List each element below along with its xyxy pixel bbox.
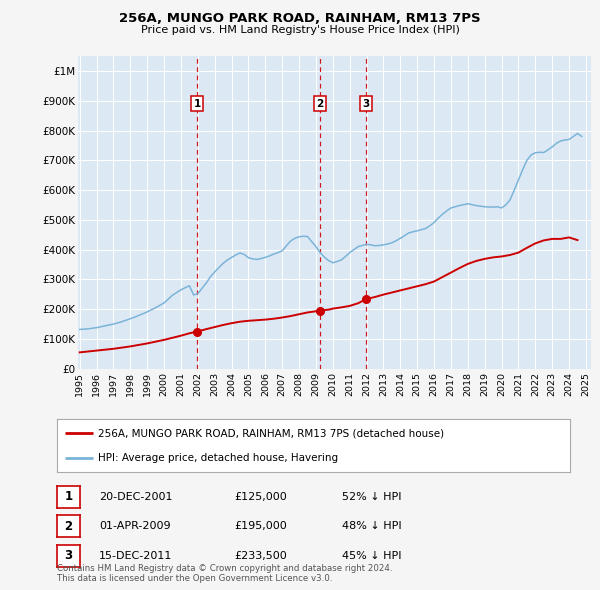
Text: 2: 2 <box>64 520 73 533</box>
Text: 1: 1 <box>64 490 73 503</box>
Text: £233,500: £233,500 <box>234 551 287 560</box>
Text: £195,000: £195,000 <box>234 522 287 531</box>
Text: 15-DEC-2011: 15-DEC-2011 <box>99 551 172 560</box>
Text: 1: 1 <box>194 99 201 109</box>
Text: 01-APR-2009: 01-APR-2009 <box>99 522 170 531</box>
Text: Contains HM Land Registry data © Crown copyright and database right 2024.
This d: Contains HM Land Registry data © Crown c… <box>57 563 392 583</box>
Text: HPI: Average price, detached house, Havering: HPI: Average price, detached house, Have… <box>98 453 338 463</box>
Text: 2: 2 <box>317 99 324 109</box>
Text: 3: 3 <box>362 99 370 109</box>
Text: 48% ↓ HPI: 48% ↓ HPI <box>342 522 401 531</box>
Text: 3: 3 <box>64 549 73 562</box>
Text: 256A, MUNGO PARK ROAD, RAINHAM, RM13 7PS: 256A, MUNGO PARK ROAD, RAINHAM, RM13 7PS <box>119 12 481 25</box>
Text: 256A, MUNGO PARK ROAD, RAINHAM, RM13 7PS (detached house): 256A, MUNGO PARK ROAD, RAINHAM, RM13 7PS… <box>98 428 444 438</box>
Text: 52% ↓ HPI: 52% ↓ HPI <box>342 492 401 502</box>
Text: £125,000: £125,000 <box>234 492 287 502</box>
Text: 20-DEC-2001: 20-DEC-2001 <box>99 492 173 502</box>
Text: Price paid vs. HM Land Registry's House Price Index (HPI): Price paid vs. HM Land Registry's House … <box>140 25 460 35</box>
Text: 45% ↓ HPI: 45% ↓ HPI <box>342 551 401 560</box>
